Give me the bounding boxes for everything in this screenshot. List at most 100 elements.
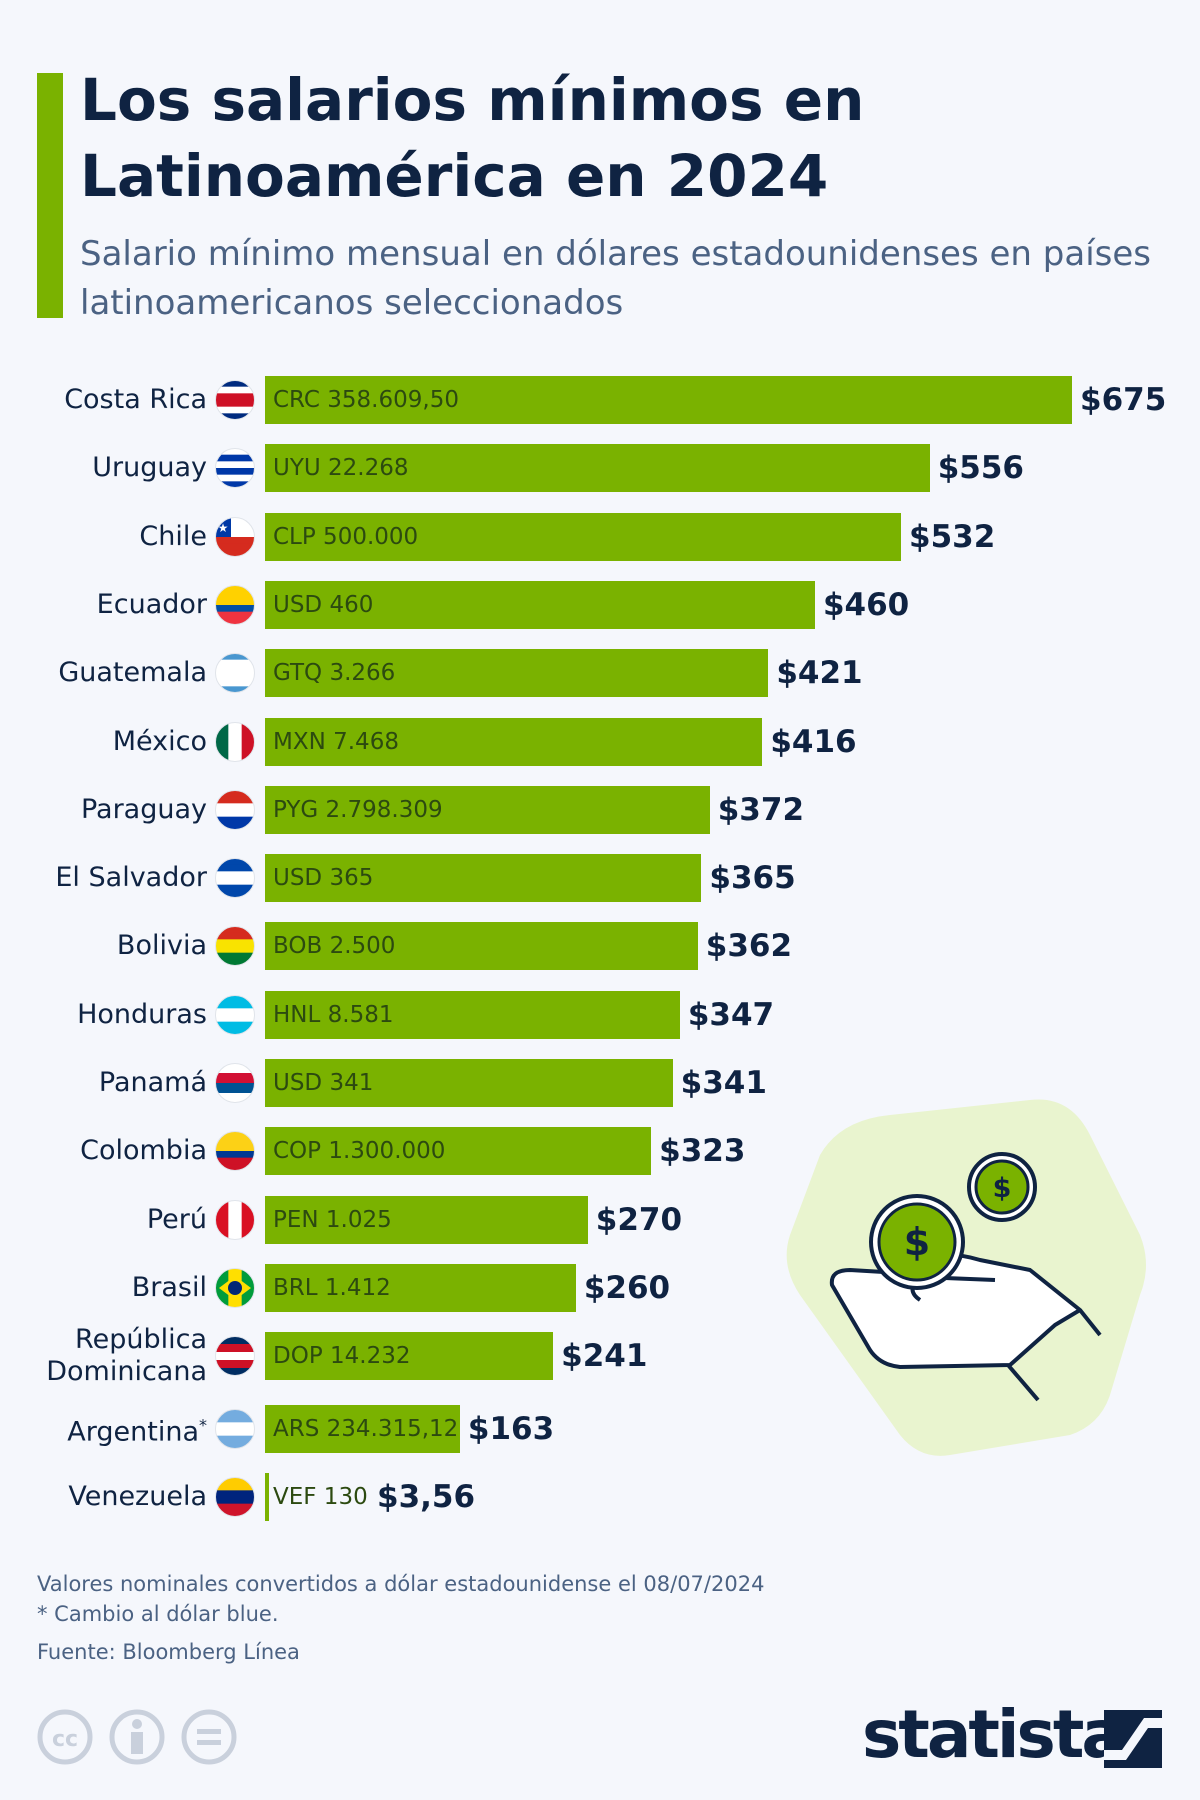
local-currency-label: HNL 8.581 — [273, 1001, 394, 1028]
flag-icon — [215, 1199, 255, 1240]
bar — [265, 444, 930, 493]
title-accent-bar — [37, 73, 63, 318]
category-label: Chile — [139, 520, 207, 552]
value-label: $341 — [680, 1065, 767, 1101]
value-label: $556 — [937, 450, 1024, 487]
flag-icon — [215, 721, 255, 762]
bar — [265, 1059, 673, 1107]
bar — [265, 512, 902, 561]
bar — [265, 1127, 652, 1176]
page-subtitle: Salario mínimo mensual en dólares estado… — [80, 234, 1151, 323]
local-currency-label: VEF 130 — [273, 1483, 368, 1510]
value-label: $372 — [717, 791, 805, 828]
local-currency-label: USD 365 — [273, 865, 374, 892]
cc-icon — [37, 1709, 93, 1765]
page-title: Los salarios mínimos en Latinoamérica en… — [80, 66, 865, 210]
value-label: $3,56 — [377, 1478, 476, 1515]
category-label: El Salvador — [55, 862, 207, 894]
flag-icon — [215, 1336, 255, 1377]
local-currency-label: PEN 1.025 — [273, 1206, 392, 1233]
money-hand-illustration: $ $ — [786, 1099, 1146, 1456]
local-currency-label: BRL 1.412 — [273, 1274, 391, 1301]
local-currency-label: ARS 234.315,12 — [273, 1415, 459, 1442]
bar — [265, 990, 680, 1039]
svg-text:cc: cc — [52, 1727, 78, 1752]
flag-icon — [215, 653, 255, 694]
flag-icon — [215, 1131, 255, 1172]
category-label: Uruguay — [92, 452, 207, 484]
category-label: Costa Rica — [64, 384, 207, 415]
bar — [265, 1263, 576, 1312]
flag-icon — [215, 1408, 255, 1449]
local-currency-label: UYU 22.268 — [273, 455, 409, 482]
bar — [265, 1195, 588, 1244]
bar — [265, 785, 710, 834]
category-label: República Dominicana — [46, 1324, 207, 1388]
statista-logo-icon — [1104, 1710, 1162, 1768]
value-label: $421 — [776, 655, 863, 692]
value-label: $323 — [659, 1133, 746, 1170]
bar — [265, 580, 815, 629]
value-label: $365 — [709, 860, 796, 897]
bar — [265, 854, 702, 903]
category-label: Argentina* — [67, 1415, 207, 1447]
flag-icon — [215, 1063, 255, 1103]
svg-text:$: $ — [993, 1173, 1012, 1204]
category-label: Paraguay — [80, 793, 207, 825]
category-label: Perú — [146, 1203, 207, 1235]
local-currency-label: GTQ 3.266 — [273, 660, 396, 687]
value-label: $260 — [583, 1269, 671, 1306]
creative-commons-icons[interactable]: cc — [37, 1707, 247, 1767]
dollar-coin-icon: $ — [869, 1194, 965, 1290]
value-label: $460 — [822, 586, 910, 623]
category-label: México — [112, 725, 207, 757]
category-label: Honduras — [77, 998, 207, 1030]
category-label: Ecuador — [96, 588, 207, 620]
statista-wordmark: statista — [862, 1696, 1126, 1773]
bar — [265, 717, 763, 766]
local-currency-label: CRC 358.609,50 — [273, 387, 459, 413]
category-label: Venezuela — [68, 1480, 207, 1512]
flag-icon — [215, 1267, 255, 1308]
local-currency-label: USD 460 — [273, 591, 374, 618]
flag-icon: ★ — [215, 516, 255, 557]
no-derivatives-icon — [181, 1709, 237, 1765]
category-label: Colombia — [80, 1135, 207, 1167]
source: Fuente: Bloomberg Línea — [37, 1640, 300, 1664]
footnote-conversion: Valores nominales convertidos a dólar es… — [37, 1572, 765, 1596]
value-label: $347 — [687, 996, 775, 1033]
flag-icon — [215, 926, 255, 967]
category-label: Guatemala — [58, 657, 207, 689]
attribution-icon — [109, 1709, 165, 1765]
svg-text:$: $ — [904, 1220, 930, 1264]
local-currency-label: DOP 14.232 — [273, 1343, 411, 1370]
local-currency-label: USD 341 — [273, 1070, 374, 1096]
value-label: $362 — [705, 928, 793, 965]
statista-logo[interactable]: statista — [862, 1696, 1126, 1773]
bar — [265, 376, 1072, 424]
value-label: $532 — [909, 518, 996, 555]
flag-icon — [215, 380, 255, 420]
value-label: $270 — [595, 1201, 683, 1238]
category-label: Panamá — [98, 1067, 207, 1098]
local-currency-label: BOB 2.500 — [273, 933, 396, 960]
dollar-coin-small-icon: $ — [967, 1152, 1037, 1222]
value-label: $241 — [561, 1338, 648, 1375]
bar — [265, 1332, 554, 1381]
local-currency-label: MXN 7.468 — [273, 728, 399, 755]
footnote-blue-dollar: * Cambio al dólar blue. — [37, 1602, 279, 1626]
bar — [265, 649, 769, 698]
flag-icon — [215, 448, 255, 489]
bar — [265, 1404, 460, 1453]
category-label: Brasil — [131, 1271, 207, 1303]
bar — [265, 922, 698, 971]
flag-icon — [215, 1476, 255, 1517]
svg-text:★: ★ — [218, 521, 229, 535]
flag-icon — [215, 858, 255, 899]
flag-icon — [215, 994, 255, 1035]
local-currency-label: CLP 500.000 — [273, 523, 419, 550]
value-label: $163 — [467, 1410, 555, 1447]
bar — [265, 1472, 270, 1521]
value-label: $675 — [1080, 382, 1167, 418]
